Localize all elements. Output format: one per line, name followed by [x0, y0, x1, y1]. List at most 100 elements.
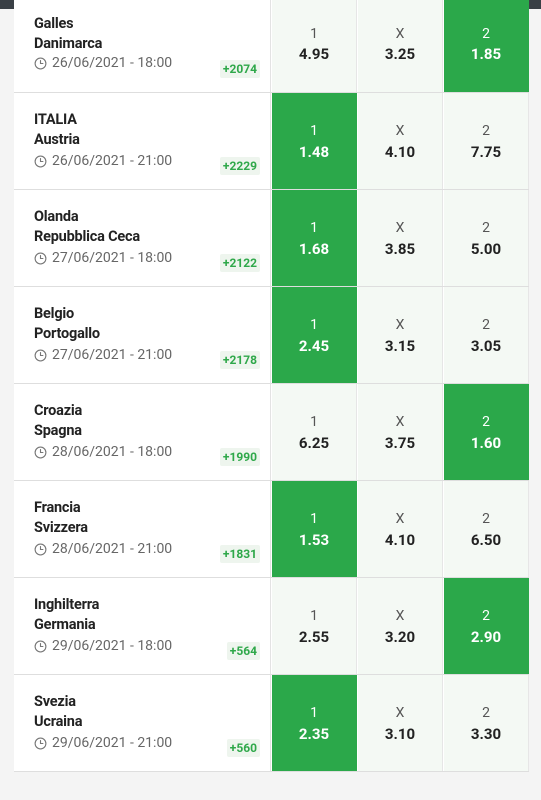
clock-icon: [34, 446, 47, 458]
more-markets-badge[interactable]: +2229: [219, 157, 260, 175]
odd-draw-button[interactable]: X 3.15: [358, 287, 443, 383]
odd-label: X: [395, 511, 405, 527]
odd-draw-button[interactable]: X 3.20: [358, 578, 443, 674]
away-team: Ucraina: [34, 713, 83, 730]
odd-home-button[interactable]: 1 1.48: [272, 93, 357, 189]
more-markets-badge[interactable]: +2122: [219, 254, 260, 272]
match-datetime: 29/06/2021 - 21:00: [34, 735, 172, 751]
odd-label: X: [395, 705, 405, 721]
match-info[interactable]: Olanda Repubblica Ceca 27/06/2021 - 18:0…: [14, 190, 271, 286]
odd-home-button[interactable]: 1 4.95: [272, 0, 357, 92]
match-info[interactable]: Inghilterra Germania 29/06/2021 - 18:00 …: [14, 578, 271, 674]
home-team: Inghilterra: [34, 596, 100, 613]
odd-draw-button[interactable]: X 4.10: [358, 93, 443, 189]
odd-value: 4.10: [384, 143, 416, 161]
odd-away-button[interactable]: 2 7.75: [444, 93, 529, 189]
odd-away-button[interactable]: 2 3.05: [444, 287, 529, 383]
odd-value: 6.25: [298, 434, 330, 452]
odd-away-button[interactable]: 2 5.00: [444, 190, 529, 286]
match-info[interactable]: ITALIA Austria 26/06/2021 - 21:00 +2229: [14, 93, 271, 189]
odd-home-button[interactable]: 1 2.45: [272, 287, 357, 383]
match-row: Galles Danimarca 26/06/2021 - 18:00 +207…: [14, 0, 529, 93]
odd-label: X: [395, 26, 405, 42]
odd-draw-button[interactable]: X 4.10: [358, 481, 443, 577]
clock-icon: [34, 57, 47, 69]
odd-label: 2: [482, 511, 490, 527]
odd-label: X: [395, 220, 405, 236]
match-datetime: 27/06/2021 - 21:00: [34, 347, 172, 363]
odd-label: X: [395, 414, 405, 430]
away-team: Germania: [34, 616, 96, 633]
odd-value: 4.10: [384, 531, 416, 549]
odd-draw-button[interactable]: X 3.10: [358, 675, 443, 771]
odd-value: 1.48: [298, 143, 330, 161]
odd-value: 3.10: [384, 725, 416, 743]
odd-home-button[interactable]: 1 1.53: [272, 481, 357, 577]
home-team: ITALIA: [34, 111, 77, 128]
home-team: Olanda: [34, 208, 79, 225]
match-info[interactable]: Belgio Portogallo 27/06/2021 - 21:00 +21…: [14, 287, 271, 383]
away-team: Portogallo: [34, 325, 100, 342]
match-info[interactable]: Francia Svizzera 28/06/2021 - 21:00 +183…: [14, 481, 271, 577]
odd-value: 5.00: [470, 240, 502, 258]
datetime-text: 26/06/2021 - 18:00: [52, 55, 173, 71]
more-markets-badge[interactable]: +564: [226, 642, 260, 660]
match-list: Galles Danimarca 26/06/2021 - 18:00 +207…: [14, 0, 529, 772]
odd-away-button[interactable]: 2 1.60: [444, 384, 529, 480]
odd-home-button[interactable]: 1 2.55: [272, 578, 357, 674]
odd-home-button[interactable]: 1 2.35: [272, 675, 357, 771]
odd-label: 1: [310, 26, 318, 42]
more-markets-badge[interactable]: +2178: [219, 351, 260, 369]
odd-draw-button[interactable]: X 3.25: [358, 0, 443, 92]
away-team: Austria: [34, 131, 80, 148]
more-markets-badge[interactable]: +1831: [219, 545, 260, 563]
match-datetime: 29/06/2021 - 18:00: [34, 638, 172, 654]
datetime-text: 28/06/2021 - 18:00: [52, 444, 173, 460]
odd-value: 7.75: [470, 143, 502, 161]
odd-label: 2: [482, 26, 490, 42]
odd-draw-button[interactable]: X 3.85: [358, 190, 443, 286]
odd-label: 1: [310, 220, 318, 236]
odd-label: 2: [482, 608, 490, 624]
odd-home-button[interactable]: 1 1.68: [272, 190, 357, 286]
home-team: Francia: [34, 499, 81, 516]
home-team: Svezia: [34, 693, 76, 710]
odd-label: 1: [310, 414, 318, 430]
odd-away-button[interactable]: 2 2.90: [444, 578, 529, 674]
match-info[interactable]: Svezia Ucraina 29/06/2021 - 21:00 +560: [14, 675, 271, 771]
clock-icon: [34, 155, 47, 167]
more-markets-badge[interactable]: +1990: [219, 448, 260, 466]
odd-label: 2: [482, 414, 490, 430]
away-team: Svizzera: [34, 519, 88, 536]
odd-value: 3.25: [384, 45, 416, 63]
clock-icon: [34, 252, 47, 264]
home-team: Belgio: [34, 305, 75, 322]
clock-icon: [34, 349, 47, 361]
odd-draw-button[interactable]: X 3.75: [358, 384, 443, 480]
datetime-text: 26/06/2021 - 21:00: [52, 153, 173, 169]
datetime-text: 29/06/2021 - 18:00: [52, 638, 173, 654]
odd-home-button[interactable]: 1 6.25: [272, 384, 357, 480]
home-team: Croazia: [34, 402, 83, 419]
match-info[interactable]: Croazia Spagna 28/06/2021 - 18:00 +1990: [14, 384, 271, 480]
datetime-text: 29/06/2021 - 21:00: [52, 735, 173, 751]
odd-away-button[interactable]: 2 3.30: [444, 675, 529, 771]
odd-label: X: [395, 317, 405, 333]
away-team: Danimarca: [34, 35, 103, 52]
odd-value: 3.30: [470, 725, 502, 743]
odd-value: 3.85: [384, 240, 416, 258]
odd-label: 2: [482, 705, 490, 721]
match-info[interactable]: Galles Danimarca 26/06/2021 - 18:00 +207…: [14, 0, 271, 92]
clock-icon: [34, 737, 47, 749]
odd-value: 1.85: [470, 45, 502, 63]
more-markets-badge[interactable]: +2074: [219, 60, 260, 78]
odd-label: 1: [310, 608, 318, 624]
more-markets-badge[interactable]: +560: [226, 739, 260, 757]
odd-away-button[interactable]: 2 1.85: [444, 0, 529, 92]
odd-label: X: [395, 123, 405, 139]
odd-value: 3.15: [384, 337, 416, 355]
odd-away-button[interactable]: 2 6.50: [444, 481, 529, 577]
match-datetime: 26/06/2021 - 18:00: [34, 55, 172, 71]
away-team: Spagna: [34, 422, 82, 439]
odd-value: 6.50: [470, 531, 502, 549]
